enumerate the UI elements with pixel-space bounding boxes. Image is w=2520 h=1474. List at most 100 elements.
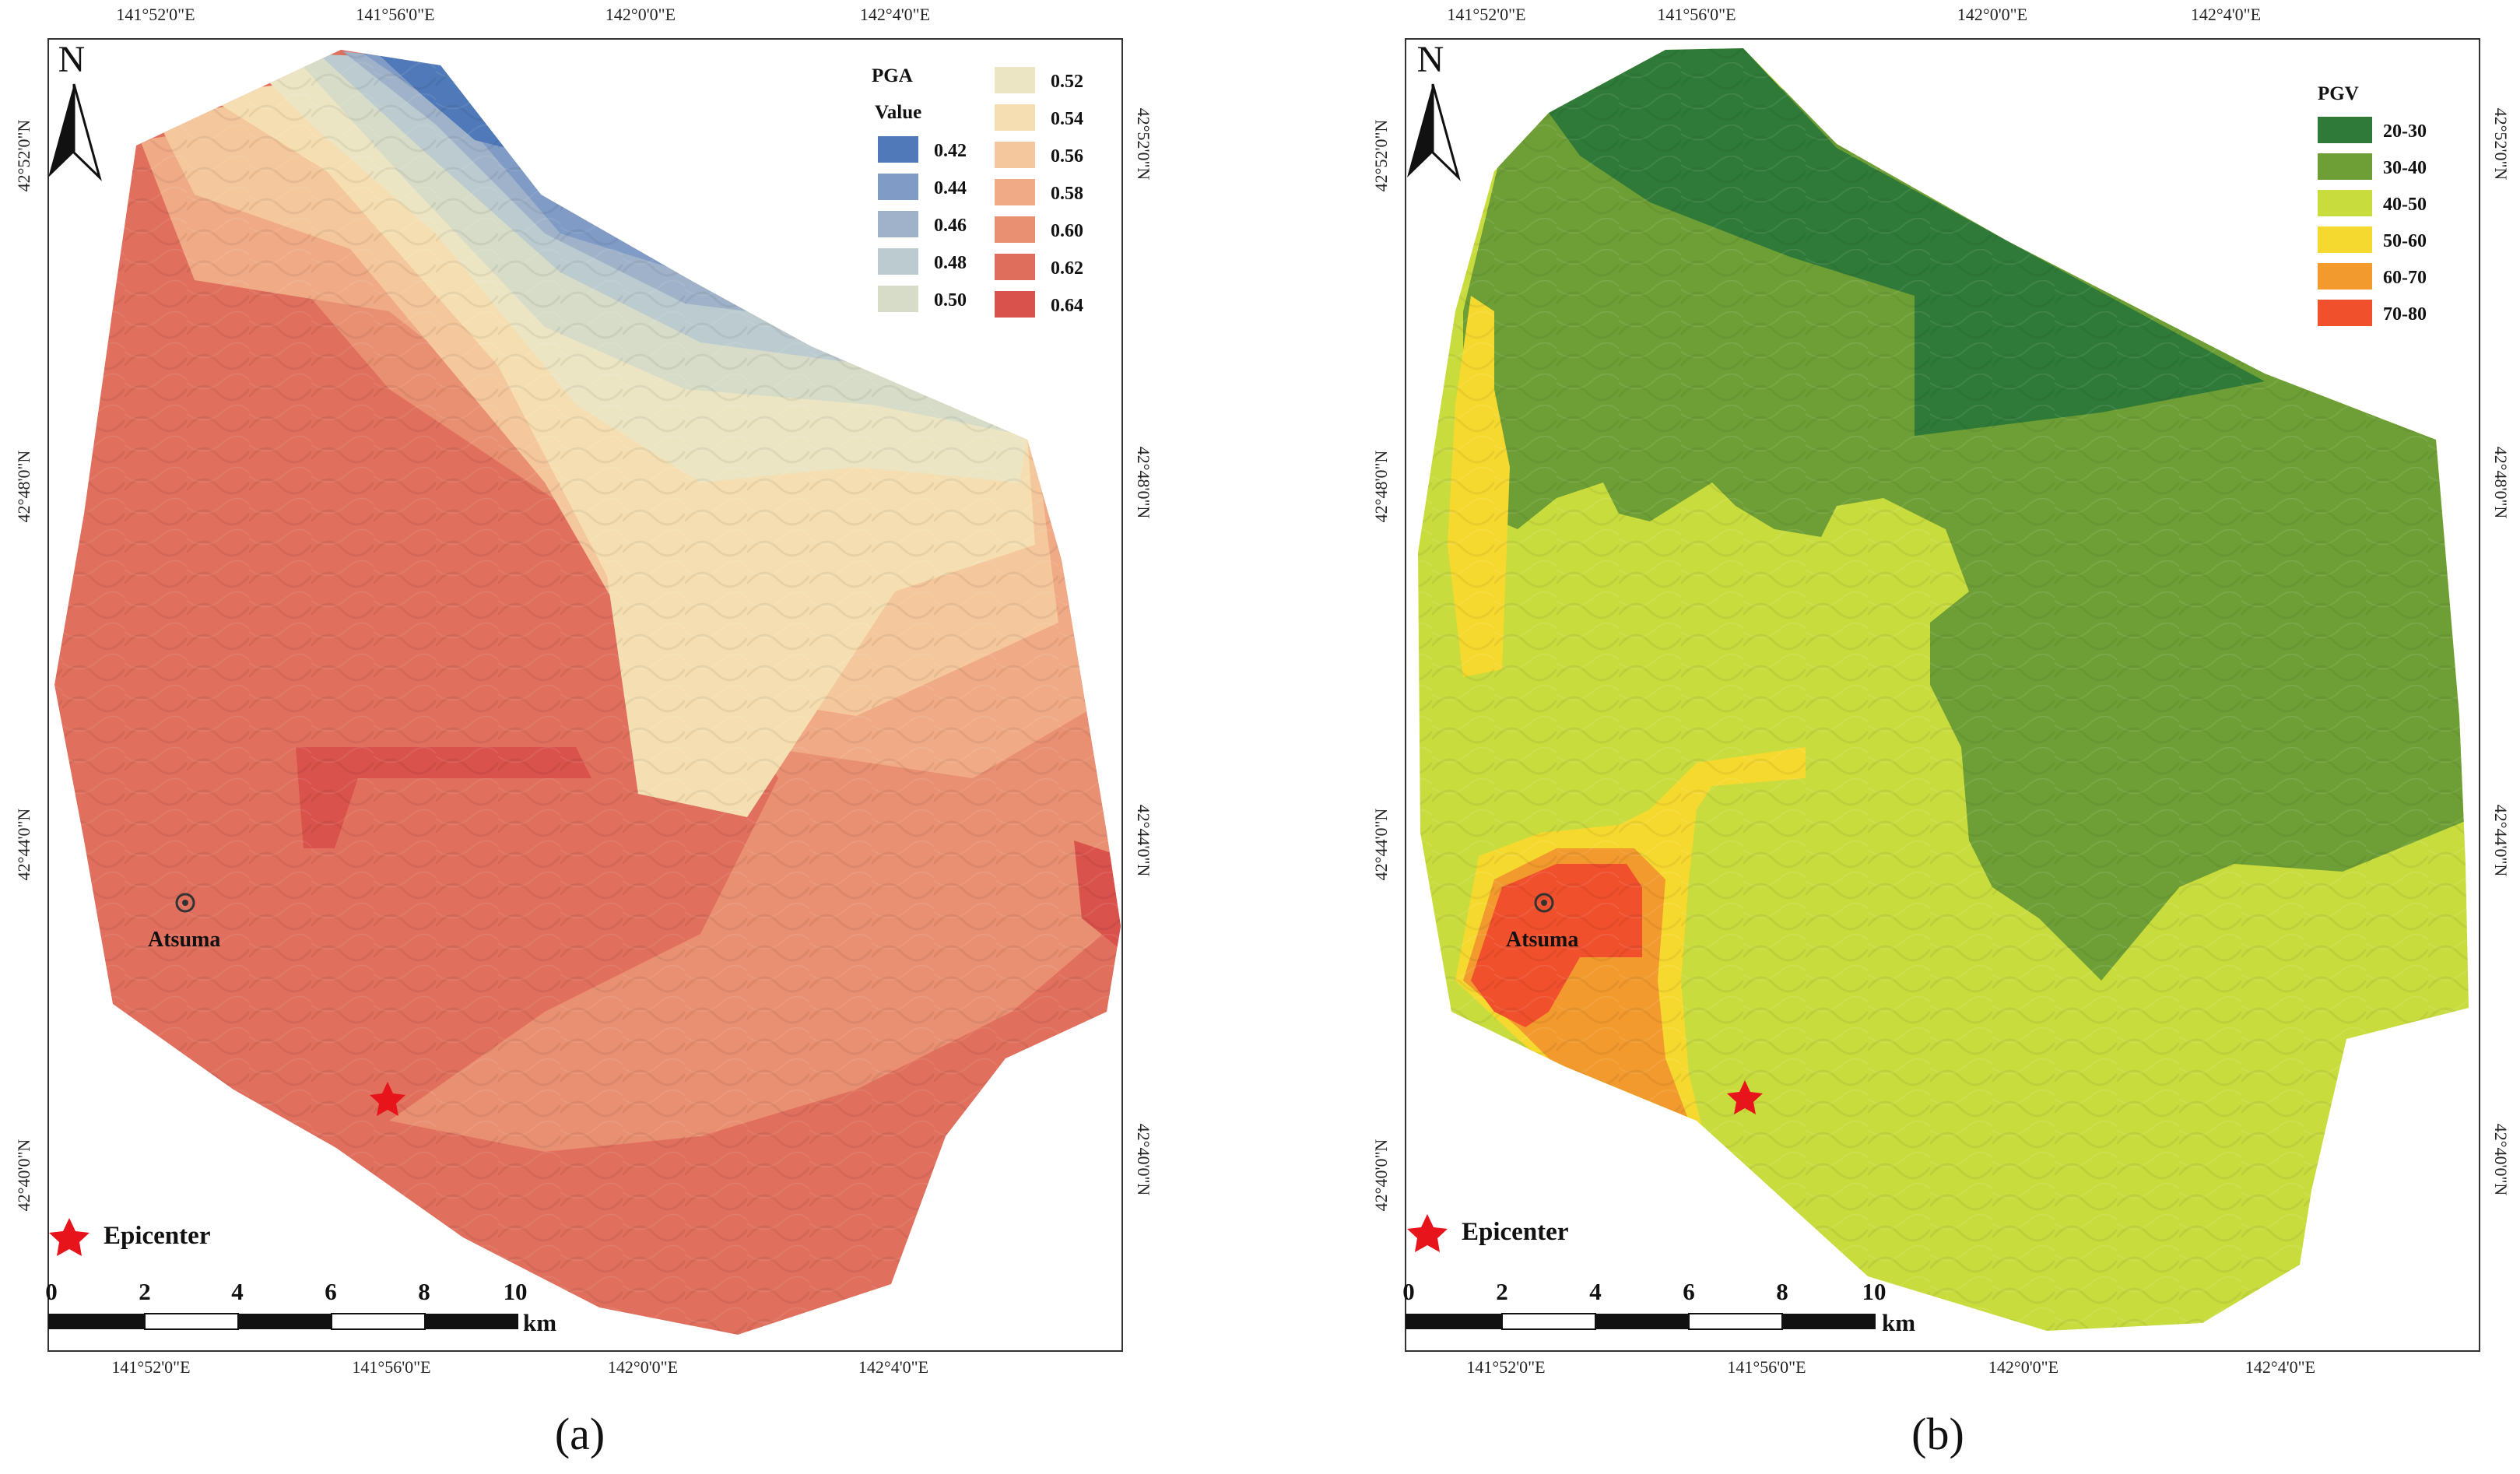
- map-b-left-tick: 42°40'0"N: [1371, 1139, 1391, 1212]
- map-a-right-tick: 42°48'0"N: [1134, 447, 1153, 519]
- legend-swatch: [995, 254, 1035, 280]
- map-a-atsuma-marker-icon: [175, 893, 195, 913]
- legend-swatch: [878, 211, 918, 237]
- legend-swatch: [2318, 263, 2372, 290]
- svg-text:10: 10: [1862, 1278, 1886, 1305]
- map-a-right-tick: 42°44'0"N: [1134, 805, 1153, 877]
- legend-swatch: [995, 291, 1035, 318]
- legend-swatch: [995, 67, 1035, 93]
- map-a-top-tick: 142°0'0"E: [605, 5, 676, 24]
- legend-value: 0.42: [934, 141, 967, 161]
- map-b: 141°52'0"E 141°56'0"E 142°0'0"E 142°4'0"…: [1371, 5, 2511, 1459]
- map-b-epicenter-label: Epicenter: [1462, 1218, 1568, 1246]
- legend-swatch: [878, 286, 918, 312]
- legend-value: 0.60: [1051, 221, 1083, 241]
- map-a-legend: PGA Value 0.42 0.44 0.46 0.48 0.50 0.52 0.54 0.…: [872, 65, 1083, 318]
- map-a-top-tick: 141°56'0"E: [356, 5, 434, 24]
- map-b-scale-bar: 0 2 4 6 8 10 km: [1402, 1278, 1915, 1336]
- map-b-right-tick: 42°48'0"N: [2491, 447, 2511, 519]
- map-a-frame: [47, 38, 1123, 1352]
- map-b-top-tick: 141°56'0"E: [1657, 5, 1736, 24]
- svg-text:6: 6: [1683, 1278, 1695, 1305]
- legend-swatch: [2318, 190, 2372, 216]
- map-b-top-tick: 141°52'0"E: [1447, 5, 1525, 24]
- legend-value: 0.54: [1051, 109, 1083, 129]
- map-a-epicenter-legend-icon: [49, 1218, 89, 1256]
- map-b-bottom-tick: 142°0'0"E: [1988, 1357, 2058, 1377]
- map-b-epicenter-legend-icon: [1407, 1214, 1448, 1252]
- map-a-right-tick: 42°52'0"N: [1134, 108, 1153, 181]
- map-a-epicenter-label: Epicenter: [104, 1222, 210, 1250]
- legend-value: 0.64: [1051, 296, 1083, 316]
- map-a-top-tick: 142°4'0"E: [860, 5, 930, 24]
- map-b-atsuma-marker-icon: [1534, 893, 1554, 913]
- legend-swatch: [995, 216, 1035, 243]
- legend-value: 50-60: [2383, 231, 2427, 251]
- svg-text:2: 2: [139, 1278, 151, 1305]
- map-a-place-label: Atsuma: [148, 928, 220, 952]
- map-b-right-tick: 42°40'0"N: [2491, 1124, 2511, 1196]
- map-b-caption: (b): [1911, 1409, 1964, 1459]
- map-b-bottom-tick: 141°56'0"E: [1727, 1357, 1806, 1377]
- map-a-bottom-tick: 141°56'0"E: [352, 1357, 430, 1377]
- legend-value: 20-30: [2383, 121, 2427, 142]
- map-a-left-tick: 42°52'0"N: [14, 120, 33, 192]
- map-b-left-tick: 42°48'0"N: [1371, 451, 1391, 523]
- legend-swatch: [995, 104, 1035, 131]
- legend-value: 0.62: [1051, 258, 1083, 279]
- map-b-epicenter-star-icon: [1727, 1080, 1763, 1114]
- map-b-legend: PGV 20-30 30-40 40-50 50-60 60-70 70-80: [2318, 83, 2427, 326]
- svg-text:N: N: [1417, 39, 1444, 80]
- map-a-top-tick: 141°52'0"E: [116, 5, 195, 24]
- map-a-caption: (a): [555, 1409, 605, 1459]
- svg-text:0: 0: [45, 1278, 58, 1305]
- legend-value: 0.48: [934, 253, 967, 273]
- legend-swatch: [878, 174, 918, 200]
- map-b-right-tick: 42°44'0"N: [2491, 805, 2511, 877]
- map-b-bottom-tick: 142°4'0"E: [2245, 1357, 2315, 1377]
- legend-swatch: [2318, 117, 2372, 143]
- map-a-bottom-tick: 142°0'0"E: [608, 1357, 678, 1377]
- legend-value: 70-80: [2383, 304, 2427, 325]
- svg-text:km: km: [1882, 1309, 1915, 1336]
- map-a: 141°52'0"E 141°56'0"E 142°0'0"E 142°4'0"…: [14, 5, 1153, 1459]
- map-a-right-tick: 42°40'0"N: [1134, 1124, 1153, 1196]
- legend-value: 30-40: [2383, 158, 2427, 178]
- legend-swatch: [2318, 300, 2372, 326]
- map-b-north-arrow-icon: N: [1407, 39, 1461, 181]
- svg-text:8: 8: [1776, 1278, 1788, 1305]
- svg-text:N: N: [58, 39, 86, 80]
- map-b-left-tick: 42°44'0"N: [1371, 809, 1391, 881]
- map-a-legend-title: PGA: [872, 65, 913, 86]
- map-b-place-label: Atsuma: [1506, 928, 1578, 952]
- map-a-bottom-tick: 141°52'0"E: [111, 1357, 190, 1377]
- legend-swatch: [2318, 226, 2372, 253]
- svg-text:10: 10: [504, 1278, 528, 1305]
- map-a-left-tick: 42°48'0"N: [14, 451, 33, 523]
- svg-text:6: 6: [325, 1278, 337, 1305]
- map-b-right-tick: 42°52'0"N: [2491, 108, 2511, 181]
- map-a-scale-bar: 0 2 4 6 8 10 km: [45, 1278, 556, 1336]
- map-a-pga-surface: [54, 50, 1121, 1335]
- map-b-legend-title: PGV: [2318, 83, 2359, 104]
- legend-value: 0.46: [934, 216, 967, 236]
- map-b-left-tick: 42°52'0"N: [1371, 120, 1391, 192]
- map-b-frame: [1405, 38, 2480, 1352]
- map-a-legend-subtitle: Value: [875, 102, 921, 123]
- svg-text:0: 0: [1402, 1278, 1415, 1305]
- legend-swatch: [2318, 153, 2372, 180]
- legend-value: 0.50: [934, 290, 967, 311]
- legend-swatch: [878, 248, 918, 275]
- legend-value: 0.52: [1051, 72, 1083, 92]
- legend-value: 60-70: [2383, 268, 2427, 288]
- map-a-epicenter-star-icon: [370, 1082, 405, 1116]
- map-a-north-arrow-icon: N: [48, 39, 102, 181]
- legend-value: 0.58: [1051, 184, 1083, 204]
- map-b-top-tick: 142°0'0"E: [1957, 5, 2027, 24]
- map-b-bottom-tick: 141°52'0"E: [1466, 1357, 1545, 1377]
- legend-value: 40-50: [2383, 195, 2427, 215]
- svg-text:4: 4: [231, 1278, 244, 1305]
- svg-text:km: km: [523, 1309, 556, 1336]
- svg-text:8: 8: [418, 1278, 430, 1305]
- map-b-top-tick: 142°4'0"E: [2191, 5, 2261, 24]
